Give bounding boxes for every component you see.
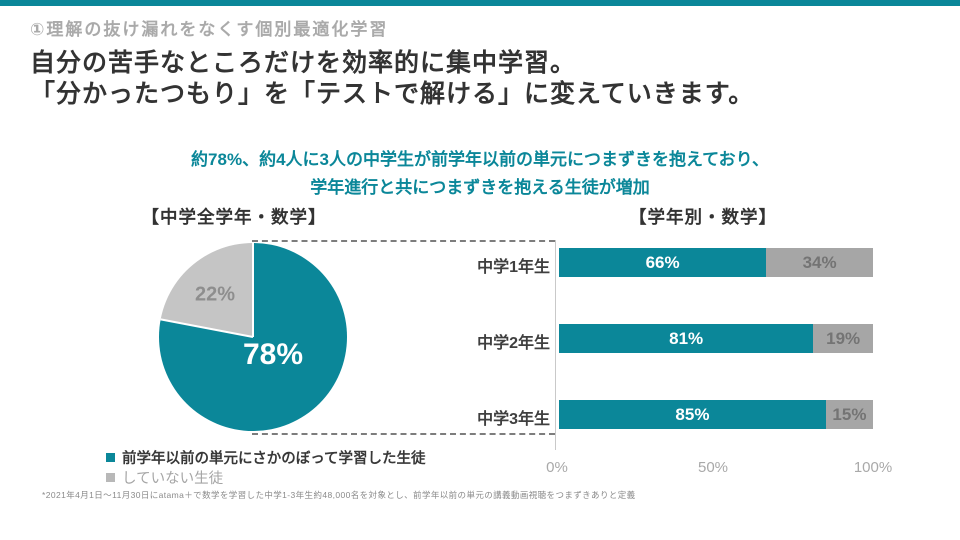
pie-chart-title: 【中学全学年・数学】 (141, 207, 327, 227)
bar-category-label: 中学1年生 (477, 259, 550, 276)
subtitle-line2: 学年進行と共につまずきを抱える生徒が増加 (310, 178, 650, 197)
bar-chart-axis-line (555, 240, 556, 450)
legend-swatch (106, 452, 115, 462)
bar-segment-learned: 85% (559, 400, 826, 429)
x-tick-50: 50% (697, 459, 729, 476)
top-accent-bar (0, 0, 960, 6)
bar-segment-not-learned: 19% (813, 324, 873, 353)
subtitle: 約78%、約4人に3人の中学生が前学年以前の単元につまずきを抱えており、 学年進… (50, 146, 910, 202)
slide-title: 自分の苦手なところだけを効率的に集中学習。 「分かったつもり」を「テストで解ける… (30, 48, 754, 110)
legend-label-learned: 前学年以前の単元にさかのぼって学習した生徒 (122, 450, 426, 467)
bar-row: 中学2年生 81% 19% (477, 324, 873, 353)
bar-segment-learned: 81% (559, 324, 814, 353)
bar-segment-not-learned: 15% (825, 400, 873, 429)
legend-item: 前学年以前の単元にさかのぼって学習した生徒 (106, 449, 426, 467)
bar-row: 中学1年生 66% 34% (477, 248, 873, 277)
slide-title-line2: 「分かったつもり」を「テストで解ける」に変えていきます。 (30, 80, 755, 108)
connector-dash-top (252, 240, 555, 242)
x-tick-0: 0% (546, 459, 568, 476)
bar-segment-not-learned: 34% (766, 248, 873, 277)
legend-item: していない生徒 (106, 469, 224, 487)
bar-chart-title: 【学年別・数学】 (629, 207, 777, 227)
slide-title-line1: 自分の苦手なところだけを効率的に集中学習。 (30, 49, 577, 77)
pie-slice-divider-start (252, 243, 254, 337)
pie-label-learned: 78% (242, 338, 304, 371)
subtitle-line1: 約78%、約4人に3人の中学生が前学年以前の単元につまずきを抱えており、 (191, 150, 769, 169)
bar-row: 中学3年生 85% 15% (477, 400, 873, 429)
connector-dash-bottom (252, 433, 555, 435)
legend-label-not-learned: していない生徒 (122, 470, 224, 487)
legend-swatch (106, 472, 115, 482)
bar-segment-learned: 66% (559, 248, 767, 277)
bar-category-label: 中学2年生 (477, 335, 550, 352)
pie-label-not-learned: 22% (194, 283, 236, 306)
footnote: *2021年4月1日～11月30日にatama＋で数学を学習した中学1-3年生約… (42, 490, 636, 500)
slide-header: ①理解の抜け漏れをなくす個別最適化学習 (30, 20, 389, 39)
bar-category-label: 中学3年生 (477, 411, 550, 428)
x-tick-100: 100% (853, 459, 893, 476)
